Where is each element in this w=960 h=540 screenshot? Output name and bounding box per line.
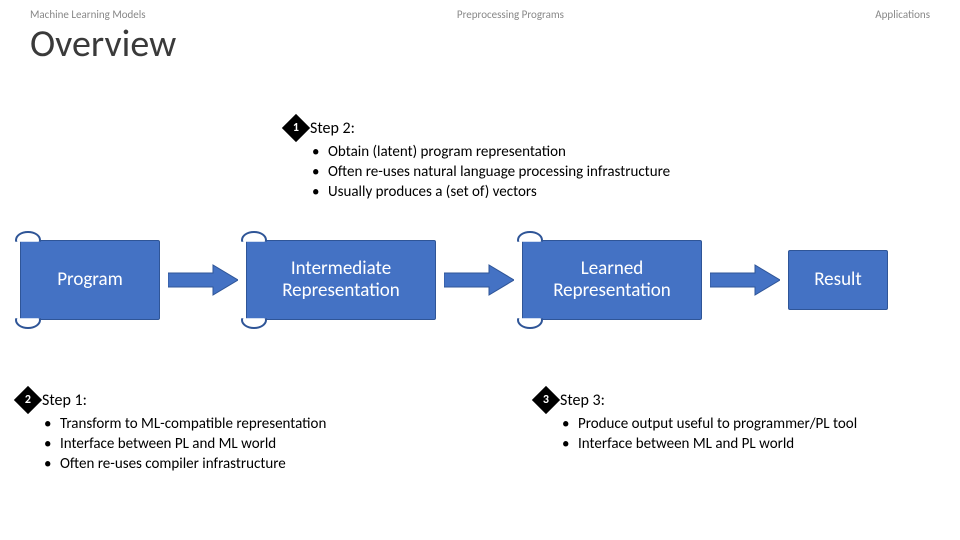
callout-heading: Step 3: bbox=[560, 390, 940, 412]
nav-right[interactable]: Applications bbox=[875, 8, 930, 21]
callout-heading: Step 2: bbox=[310, 118, 870, 140]
callout-item: Obtain (latent) program representation bbox=[328, 142, 870, 162]
callout-heading: Step 1: bbox=[42, 390, 482, 412]
callout-step2: 1 Step 2: Obtain (latent) program repres… bbox=[310, 118, 870, 202]
step-number-badge: 1 bbox=[282, 114, 310, 142]
callout-item: Transform to ML-compatible representatio… bbox=[60, 414, 482, 434]
page-title: Overview bbox=[0, 21, 960, 77]
callout-step1: 2 Step 1: Transform to ML-compatible rep… bbox=[42, 390, 482, 474]
callout-item: Usually produces a (set of) vectors bbox=[328, 182, 870, 202]
callout-item: Often re-uses natural language processin… bbox=[328, 162, 870, 182]
box-result: Result bbox=[788, 250, 888, 310]
top-nav: Machine Learning Models Preprocessing Pr… bbox=[0, 0, 960, 21]
nav-center[interactable]: Preprocessing Programs bbox=[457, 8, 564, 21]
callout-item: Interface between PL and ML world bbox=[60, 434, 482, 454]
callout-list: Produce output useful to programmer/PL t… bbox=[560, 414, 940, 455]
callout-list: Transform to ML-compatible representatio… bbox=[42, 414, 482, 475]
callout-item: Interface between ML and PL world bbox=[578, 434, 940, 454]
callout-item: Often re-uses compiler infrastructure bbox=[60, 454, 482, 474]
box-intermediate: Intermediate Representation bbox=[246, 240, 436, 320]
nav-left[interactable]: Machine Learning Models bbox=[30, 8, 146, 21]
step-number-badge: 2 bbox=[14, 386, 42, 414]
step-number-badge: 3 bbox=[532, 386, 560, 414]
pipeline-flow: Program Intermediate Representation Lear… bbox=[10, 240, 950, 320]
arrow-icon bbox=[710, 263, 780, 297]
arrow-icon bbox=[168, 263, 238, 297]
callout-step3: 3 Step 3: Produce output useful to progr… bbox=[560, 390, 940, 454]
box-learned: Learned Representation bbox=[522, 240, 702, 320]
callout-item: Produce output useful to programmer/PL t… bbox=[578, 414, 940, 434]
arrow-icon bbox=[444, 263, 514, 297]
callout-list: Obtain (latent) program representation O… bbox=[310, 142, 870, 203]
box-program: Program bbox=[20, 240, 160, 320]
